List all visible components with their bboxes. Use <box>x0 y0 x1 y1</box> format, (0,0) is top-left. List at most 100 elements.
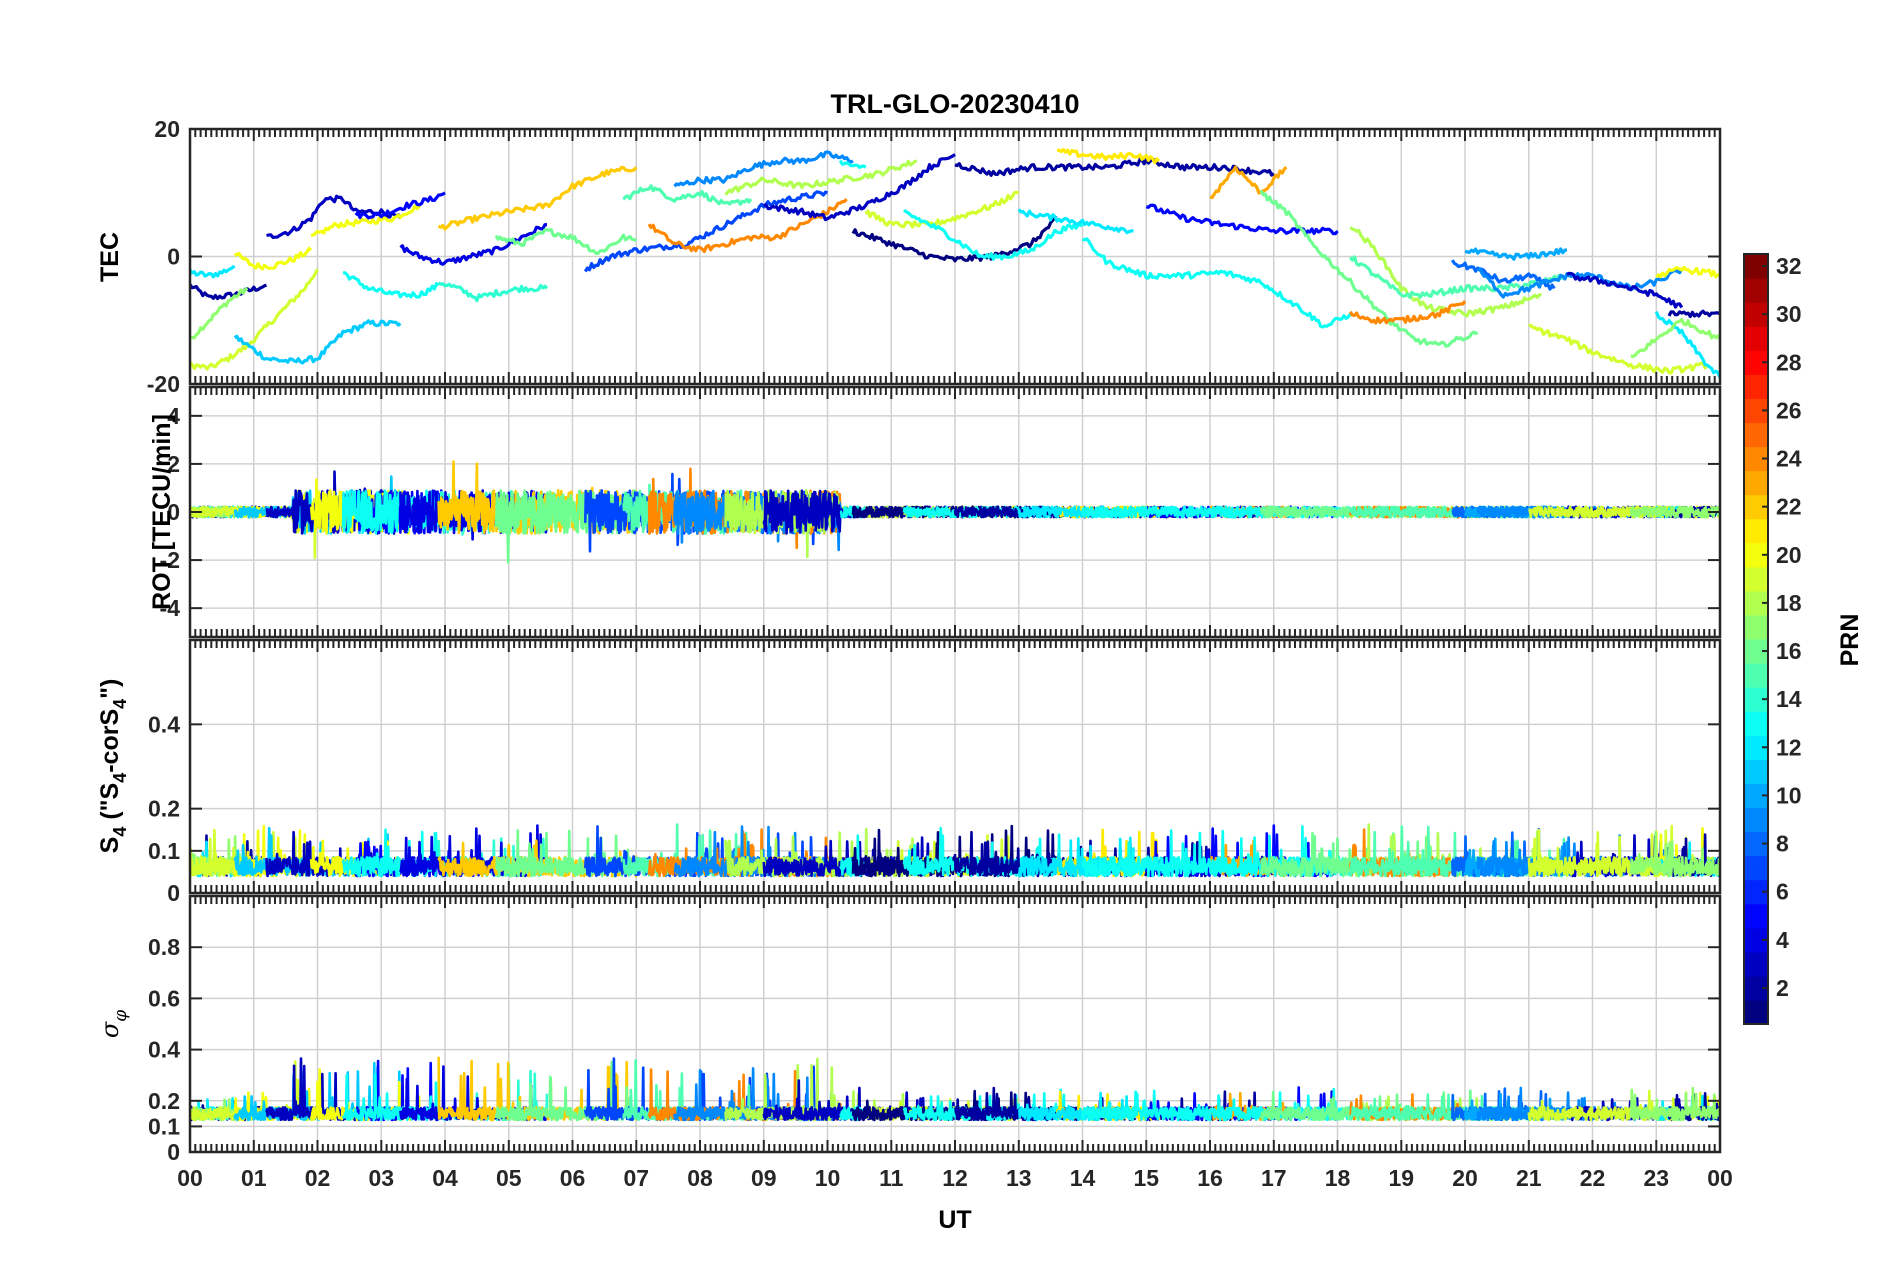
sigma-y-label-main: σ <box>96 1021 124 1038</box>
colorbar-tick-label: 6 <box>1776 879 1789 905</box>
colorbar: 32 30 28 26 24 22 20 18 16 14 12 10 8 6 4 2 <box>1743 253 1802 1025</box>
s4-series-line <box>1081 825 1352 878</box>
tec-series-line <box>1630 317 1720 358</box>
tec-series-line <box>838 159 867 169</box>
s4-y-tick-label: 0.1 <box>148 838 180 864</box>
s4-y-tick-label: 0 <box>167 880 180 906</box>
sigma-y-label: σφ <box>96 1010 131 1038</box>
x-tick-label: 22 <box>1580 1165 1606 1191</box>
x-tick-label: 18 <box>1325 1165 1351 1191</box>
tec-series-line <box>673 150 854 188</box>
tec-series-line <box>724 159 918 196</box>
x-tick-label: 01 <box>241 1165 267 1191</box>
tec-series-line <box>583 190 828 273</box>
s4-y-tick-label: 0.4 <box>148 711 180 737</box>
panel-rot: 4 2 0 -2 -4 <box>160 385 1722 639</box>
sigma-series-line <box>1463 1092 1569 1121</box>
tec-series-line <box>1654 311 1720 379</box>
x-tick-label: 23 <box>1643 1165 1669 1191</box>
tec-series-line <box>1348 300 1467 325</box>
colorbar-tick-label: 16 <box>1776 638 1802 664</box>
panel-sigma: 0.8 0.6 0.4 0.20.10 <box>148 894 1722 1165</box>
sigma-y-tick-label: 0.1 <box>148 1113 180 1139</box>
s4-y-label-sub2: 4 <box>110 773 130 783</box>
colorbar-band <box>1744 663 1768 688</box>
s4-series-group <box>190 823 1720 878</box>
rot-x-ticks <box>189 387 1721 637</box>
colorbar-band <box>1744 807 1768 833</box>
x-tick-label: 11 <box>879 1165 904 1191</box>
tec-series-line <box>190 268 319 371</box>
rot-series-line <box>1629 505 1720 519</box>
tec-series-line <box>851 215 1058 263</box>
tec-series-line <box>1056 148 1161 165</box>
s4-y-label: S4 ("S4-corS4") <box>96 679 130 854</box>
panel-s4: 0.4 0.2 0.1 0 <box>148 638 1722 906</box>
tec-series-line <box>342 271 440 299</box>
x-tick-label: 19 <box>1388 1165 1414 1191</box>
rot-y-tick-label: 0 <box>167 499 180 525</box>
colorbar-band <box>1744 903 1768 929</box>
tec-series-line <box>1655 265 1720 279</box>
sigma-y-tick-label: 0.8 <box>148 934 180 960</box>
sigma-series-line <box>1629 1086 1720 1122</box>
tec-y-tick-label: 0 <box>167 244 180 270</box>
x-tick-label: 21 <box>1516 1165 1542 1191</box>
tec-series-line <box>902 208 1084 261</box>
s4-y-label-sub: 4 <box>110 827 130 837</box>
sigma-y-tick-label: 0 <box>167 1139 180 1165</box>
tec-series-line <box>494 228 637 255</box>
colorbar-tick-label: 22 <box>1776 494 1802 520</box>
tec-series-group <box>190 148 1720 379</box>
tec-series-line <box>864 190 1020 229</box>
colorbar-tick-label: 30 <box>1776 301 1802 327</box>
tec-series-line <box>190 287 249 340</box>
tec-series-line <box>647 198 848 254</box>
tec-series-line <box>437 165 638 231</box>
x-tick-label: 04 <box>432 1165 458 1191</box>
colorbar-band <box>1744 470 1768 496</box>
rot-y-tick-label: 2 <box>167 451 180 477</box>
x-tick-label: 06 <box>560 1165 586 1191</box>
colorbar-tick-label: 10 <box>1776 782 1802 808</box>
tec-series-line <box>1528 323 1709 375</box>
colorbar-tick-label: 12 <box>1776 734 1802 760</box>
tec-series-line <box>1082 237 1352 329</box>
colorbar-band <box>1744 614 1768 640</box>
colorbar-band <box>1744 951 1768 977</box>
tec-series-line <box>1476 267 1684 299</box>
panel-tec: 20 0 -20 <box>147 116 1722 397</box>
colorbar-label: PRN <box>1836 614 1864 667</box>
x-tick-label: 09 <box>751 1165 777 1191</box>
x-axis-label: UT <box>938 1206 971 1234</box>
colorbar-band <box>1744 999 1768 1025</box>
colorbar-band <box>1744 278 1768 303</box>
tec-series-line <box>1259 189 1479 348</box>
colorbar-tick-label: 2 <box>1776 975 1789 1001</box>
colorbar-frame <box>1743 253 1769 1025</box>
tec-series-line <box>1464 247 1567 261</box>
x-tick-label: 07 <box>623 1165 649 1191</box>
rot-y-tick-label: 4 <box>167 403 180 429</box>
sigma-y-tick-label: 0.4 <box>148 1037 180 1063</box>
colorbar-tick-label: 14 <box>1776 686 1802 712</box>
sigma-x-ticks <box>189 896 1721 1152</box>
x-tick-label: 15 <box>1133 1165 1159 1191</box>
tec-series-line <box>399 223 548 266</box>
colorbar-tick-label: 26 <box>1776 397 1802 423</box>
x-tick-label: 00 <box>1707 1165 1733 1191</box>
colorbar-band <box>1744 518 1768 544</box>
tec-y-tick-label: 20 <box>154 116 180 142</box>
s4-y-tick-label: 0.2 <box>148 796 180 822</box>
x-tick-label: 17 <box>1261 1165 1287 1191</box>
colorbar-band <box>1744 566 1768 592</box>
rot-y-tick-label: -2 <box>160 547 180 573</box>
colorbar-band <box>1744 422 1768 448</box>
tec-series-line <box>310 204 421 238</box>
colorbar-band <box>1744 374 1768 399</box>
rot-y-tick-label: -4 <box>160 595 181 621</box>
colorbar-tick-label: 24 <box>1776 446 1802 472</box>
colorbar-band <box>1744 711 1768 736</box>
tec-series-line <box>190 283 267 301</box>
